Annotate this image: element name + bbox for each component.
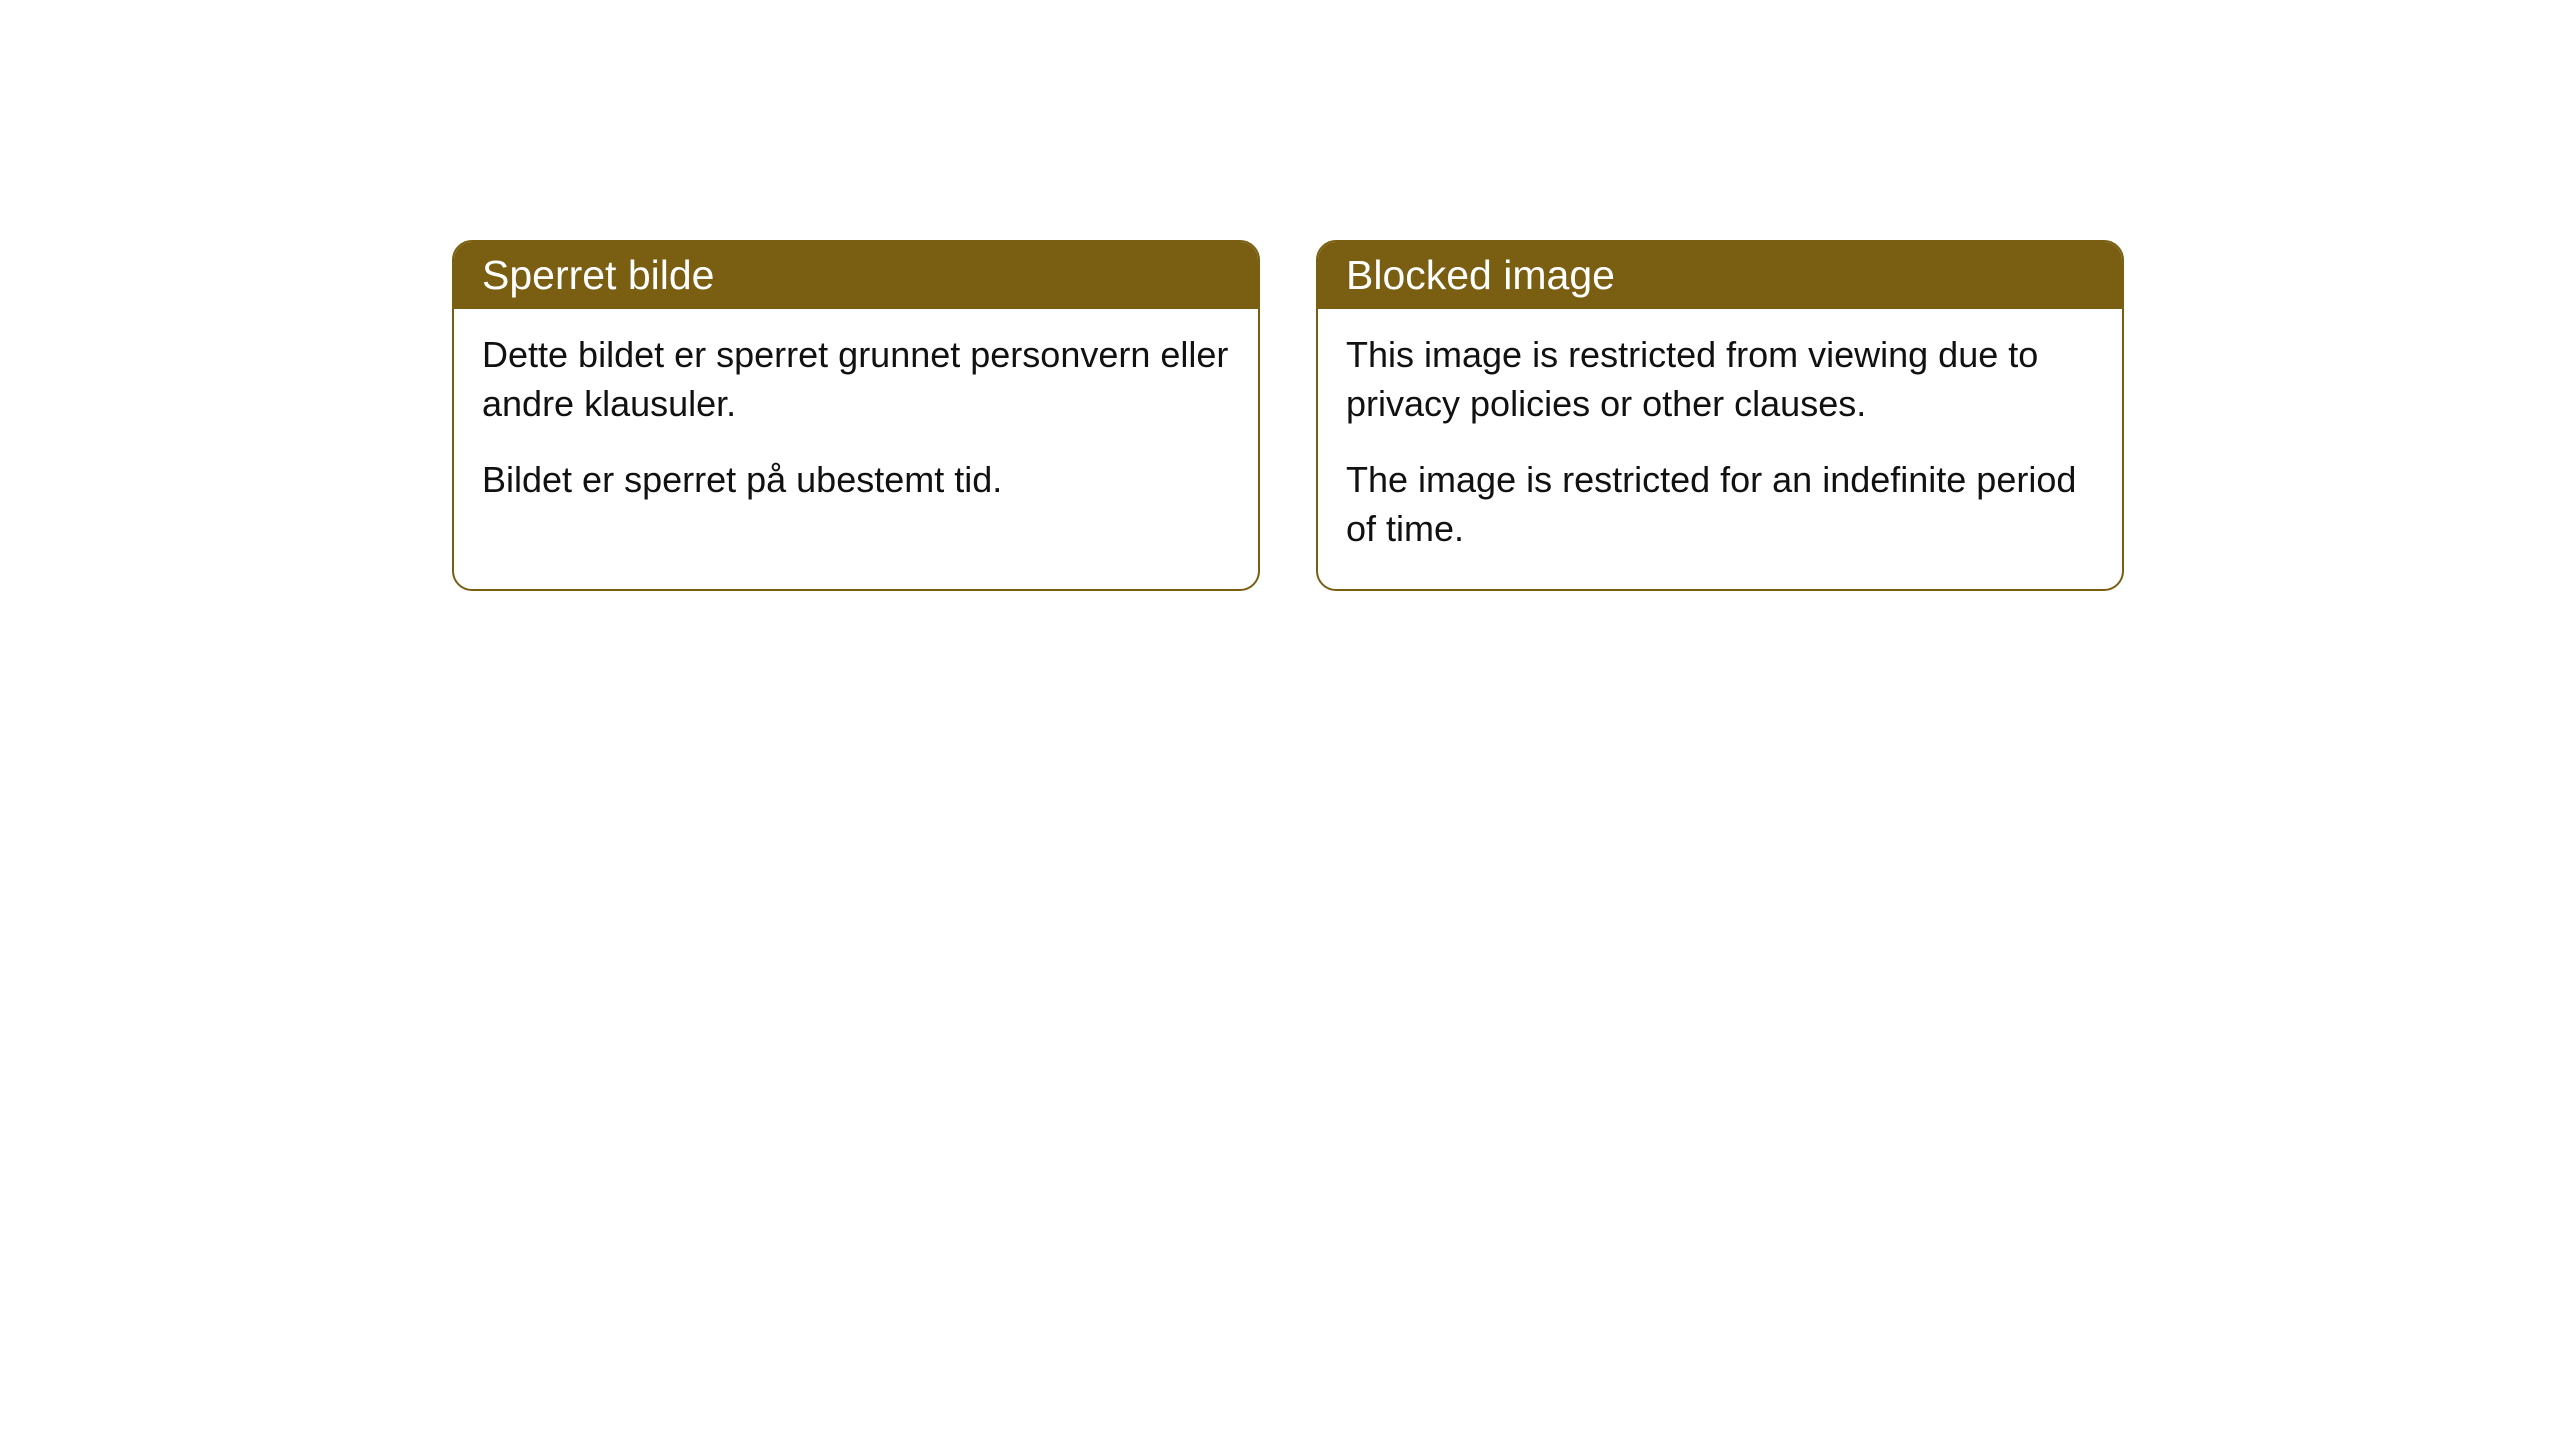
- card-paragraph: The image is restricted for an indefinit…: [1346, 456, 2094, 553]
- card-paragraph: This image is restricted from viewing du…: [1346, 331, 2094, 428]
- card-paragraph: Bildet er sperret på ubestemt tid.: [482, 456, 1230, 505]
- notice-cards-container: Sperret bilde Dette bildet er sperret gr…: [452, 240, 2124, 591]
- notice-card-norwegian: Sperret bilde Dette bildet er sperret gr…: [452, 240, 1260, 591]
- card-body-english: This image is restricted from viewing du…: [1318, 309, 2122, 589]
- card-body-norwegian: Dette bildet er sperret grunnet personve…: [454, 309, 1258, 541]
- card-header-norwegian: Sperret bilde: [454, 242, 1258, 309]
- card-paragraph: Dette bildet er sperret grunnet personve…: [482, 331, 1230, 428]
- notice-card-english: Blocked image This image is restricted f…: [1316, 240, 2124, 591]
- card-header-english: Blocked image: [1318, 242, 2122, 309]
- card-title: Blocked image: [1346, 252, 1615, 298]
- card-title: Sperret bilde: [482, 252, 714, 298]
